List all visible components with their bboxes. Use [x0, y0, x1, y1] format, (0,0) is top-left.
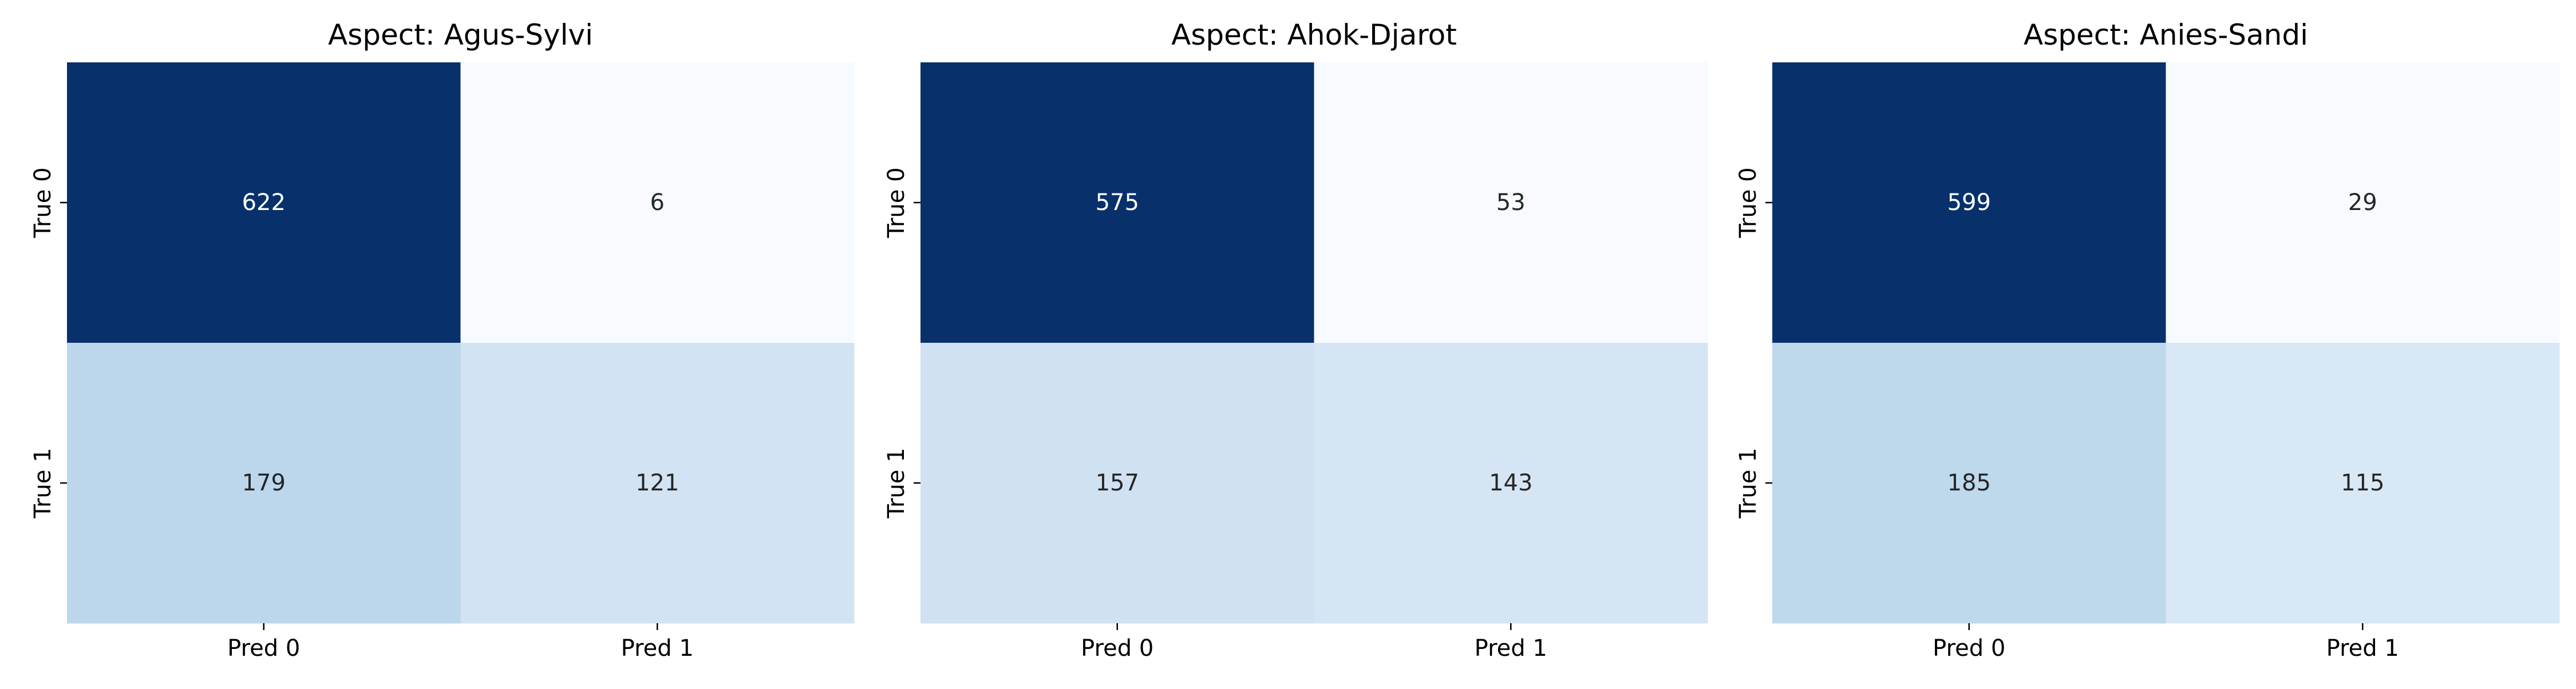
heatmap-cell: [67, 62, 461, 343]
panel-title: Aspect: Anies-Sandi: [2024, 18, 2308, 52]
y-tick-label: True 1: [883, 448, 910, 518]
heatmap-cell: [1772, 62, 2166, 343]
cell-value-label: 143: [1489, 470, 1532, 496]
heatmap-cell: [920, 343, 1314, 624]
cell-value-label: 121: [635, 470, 679, 496]
cell-value-label: 115: [2341, 470, 2384, 496]
heatmap-cell: [1772, 343, 2166, 624]
x-tick-label: Pred 0: [1081, 635, 1153, 662]
x-tick-label: Pred 0: [1933, 635, 2005, 662]
y-tick-label: True 1: [30, 448, 56, 518]
panel-title: Aspect: Agus-Sylvi: [328, 18, 593, 52]
cell-value-label: 622: [242, 189, 286, 216]
heatmap-cell: [2166, 62, 2560, 343]
cell-value-label: 185: [1947, 470, 1991, 496]
y-tick-label: True 0: [30, 167, 56, 238]
cell-value-label: 179: [242, 470, 286, 496]
cell-value-label: 575: [1096, 189, 1139, 216]
x-tick-label: Pred 1: [2326, 635, 2399, 662]
cell-value-label: 599: [1947, 189, 1991, 216]
panel-title: Aspect: Ahok-Djarot: [1171, 18, 1457, 52]
cell-value-label: 157: [1096, 470, 1139, 496]
x-tick-label: Pred 0: [227, 635, 300, 662]
heatmap-cell: [460, 343, 855, 624]
x-tick-label: Pred 1: [1475, 635, 1547, 662]
x-tick-label: Pred 1: [621, 635, 694, 662]
heatmap-cell: [460, 62, 855, 343]
heatmap-cell: [920, 62, 1314, 343]
y-tick-label: True 0: [883, 167, 910, 238]
heatmap-cell: [2166, 343, 2560, 624]
cell-value-label: 29: [2348, 189, 2377, 216]
cell-value-label: 53: [1496, 189, 1526, 216]
y-tick-label: True 1: [1735, 448, 1761, 518]
y-tick-label: True 0: [1735, 167, 1761, 238]
heatmap-cell: [67, 343, 461, 624]
heatmap-cell: [1314, 343, 1708, 624]
heatmap-cell: [1314, 62, 1708, 343]
cell-value-label: 6: [650, 189, 665, 216]
